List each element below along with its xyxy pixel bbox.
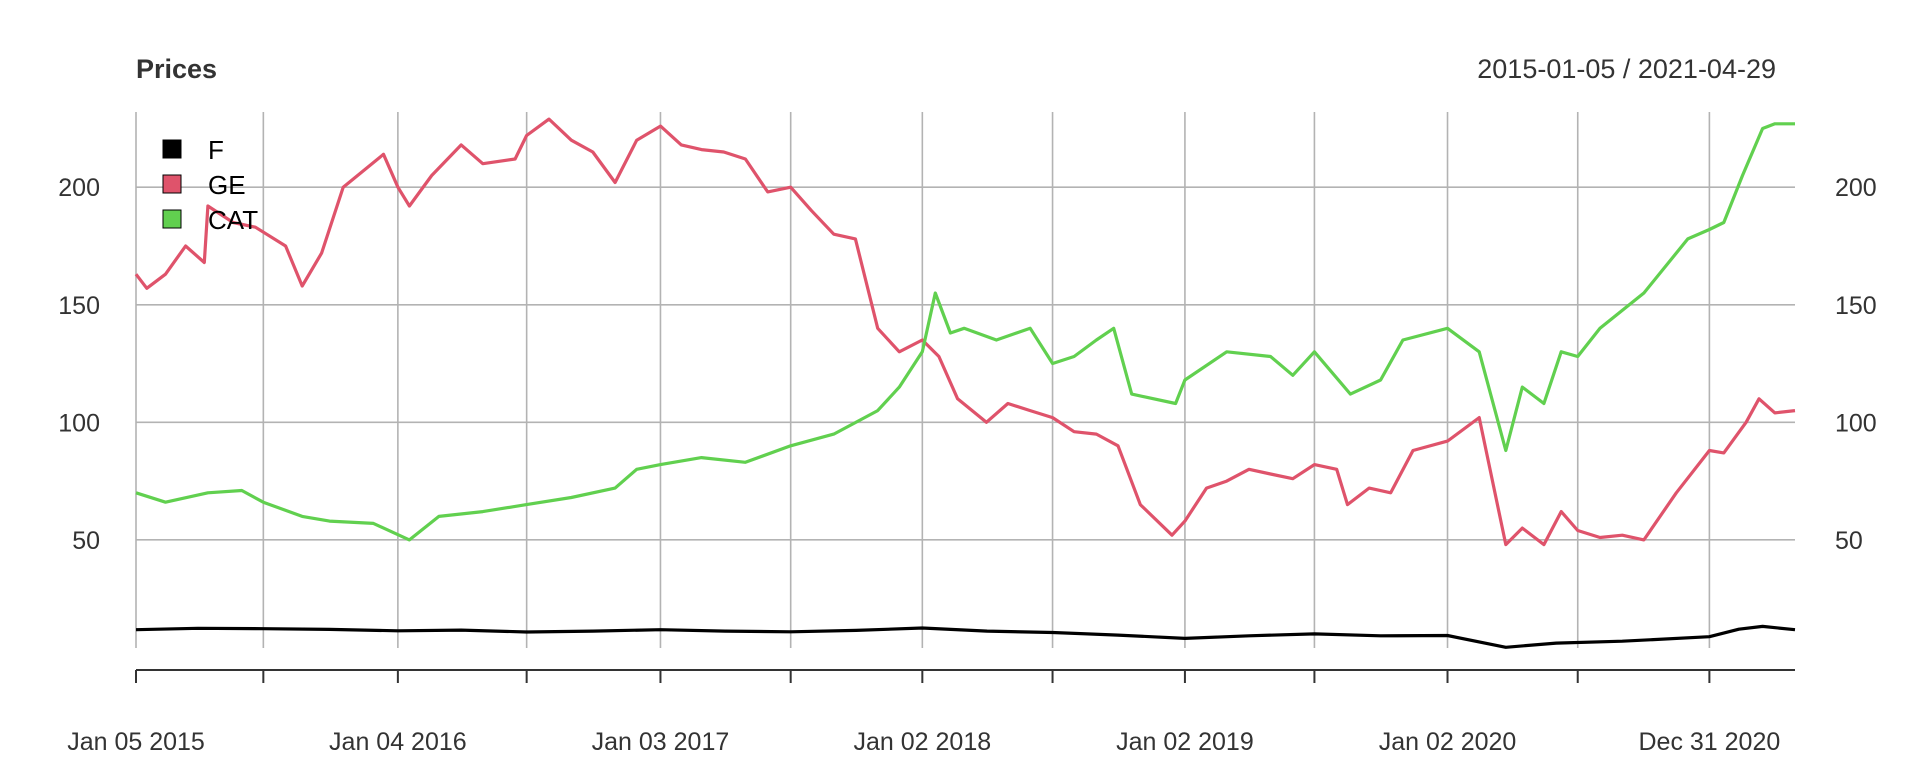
series-line-f: [135, 624, 1796, 649]
legend-label-f: F: [208, 135, 224, 165]
x-tick-label: Jan 02 2018: [854, 728, 992, 756]
date-range-label: 2015-01-05 / 2021-04-29: [1477, 54, 1776, 84]
x-tick-label: Jan 03 2017: [592, 728, 730, 756]
chart-title: Prices: [136, 54, 217, 84]
y-tick-label-left: 200: [58, 174, 100, 202]
legend-swatch-f: [162, 139, 182, 159]
series-line-cat: [135, 122, 1795, 542]
y-tick-labels: 50 50 100 100 150 150 200 200: [58, 174, 1876, 555]
legend-label-ge: GE: [208, 170, 246, 200]
y-tick-label-right: 150: [1835, 292, 1877, 320]
legend-label-cat: CAT: [208, 205, 258, 235]
series-lines: [134, 117, 1796, 649]
x-tick-label: Jan 04 2016: [329, 728, 467, 756]
y-tick-label-left: 150: [58, 292, 100, 320]
legend-swatch-ge: [162, 174, 182, 194]
y-tick-label-right: 50: [1835, 527, 1863, 555]
x-tick-label: Jan 05 2015: [67, 728, 205, 756]
y-tick-label-right: 100: [1835, 409, 1877, 437]
y-tick-label-right: 200: [1835, 174, 1877, 202]
legend-swatch-cat: [162, 209, 182, 229]
y-tick-label-left: 100: [58, 409, 100, 437]
y-tick-label-left: 50: [72, 527, 100, 555]
legend: F GE CAT: [162, 135, 258, 235]
x-tick-label: Jan 02 2019: [1116, 728, 1254, 756]
grid-lines: [135, 112, 1795, 648]
x-tick-label: Jan 02 2020: [1379, 728, 1517, 756]
x-tick-label: Dec 31 2020: [1638, 728, 1780, 756]
series-line-ge: [134, 117, 1796, 547]
x-axis: Jan 05 2015 Jan 04 2016 Jan 03 2017 Jan 02 …: [67, 669, 1795, 756]
